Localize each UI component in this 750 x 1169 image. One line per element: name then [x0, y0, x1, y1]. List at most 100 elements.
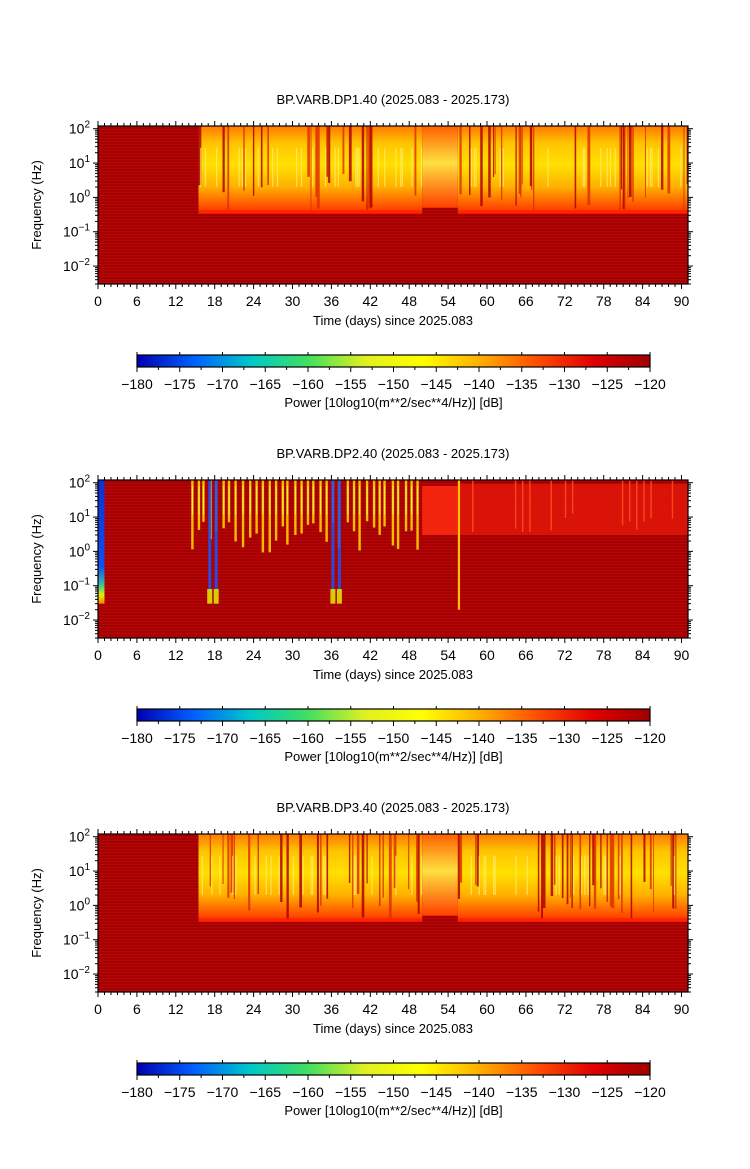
stripe	[395, 147, 397, 187]
y-tick-exponent: 0	[84, 188, 90, 199]
y-tick-base: 10	[63, 224, 79, 240]
stripe	[630, 834, 633, 920]
stripe	[227, 834, 230, 898]
heatmap-cells	[98, 480, 688, 610]
x-tick-label: 30	[285, 647, 301, 663]
x-tick-label: 48	[401, 1001, 417, 1017]
stripe	[493, 855, 495, 895]
heatmap-segment-band	[422, 486, 458, 536]
stripe	[371, 855, 373, 895]
stripe	[457, 480, 461, 610]
stripe	[671, 480, 674, 519]
y-tick-label: 10−2	[63, 965, 90, 982]
stripe	[629, 480, 631, 522]
low-power-spike	[208, 480, 212, 594]
y-tick-label: 102	[69, 120, 91, 137]
stripe	[397, 486, 399, 515]
colorbar: −180 −175 −170 −165 −160 −155 −150 −145 −140 −135…	[121, 352, 666, 410]
y-tick-label: 100	[69, 896, 91, 913]
y-tick-base: 10	[69, 829, 85, 845]
cutoff-edge	[198, 210, 423, 215]
x-tick-label: 0	[94, 293, 102, 309]
x-tick-label: 66	[518, 293, 534, 309]
stripe	[649, 147, 652, 187]
colorbar-tick-label: −145	[420, 1084, 452, 1100]
stripe	[355, 147, 357, 187]
colorbar-tick-label: −175	[164, 1084, 196, 1100]
colorbar-tick-label: −135	[506, 1084, 538, 1100]
stripe	[542, 834, 546, 908]
stripe	[518, 126, 522, 194]
stripe	[299, 834, 302, 908]
stripe	[252, 126, 255, 196]
stripe	[235, 486, 237, 515]
stripe	[420, 855, 423, 895]
stripe	[269, 486, 271, 515]
stripe	[334, 147, 336, 187]
stripe	[555, 855, 557, 895]
y-tick-exponent: −2	[79, 611, 91, 622]
y-axis-label: Frequency (Hz)	[29, 514, 44, 604]
colorbar: −180 −175 −170 −165 −160 −155 −150 −145 −140 −135…	[121, 706, 666, 764]
spectrogram-panel-3: BP.VARB.DP3.40 (2025.083 - 2025.173)0 6 12…	[29, 800, 693, 1118]
x-tick-label: 0	[94, 1001, 102, 1017]
x-tick-label: 48	[401, 293, 417, 309]
stripe	[672, 834, 675, 909]
x-tick-label: 78	[596, 647, 612, 663]
colorbar-tick-label: −135	[506, 730, 538, 746]
stripe	[493, 126, 495, 178]
y-tick-label: 101	[69, 154, 91, 171]
colorbar-tick-label: −130	[549, 376, 581, 392]
colorbar: −180 −175 −170 −165 −160 −155 −150 −145 −140 −135…	[121, 1060, 666, 1118]
stripe	[315, 126, 318, 198]
y-tick-exponent: 2	[84, 120, 90, 131]
low-power-spike	[207, 589, 213, 604]
chart-title: BP.VARB.DP1.40 (2025.083 - 2025.173)	[277, 92, 510, 107]
stripe	[667, 126, 671, 194]
stripe	[347, 486, 349, 515]
stripe	[416, 834, 418, 902]
colorbar-tick-label: −180	[121, 730, 153, 746]
stripe	[401, 147, 403, 187]
stripe	[600, 834, 602, 889]
stripe	[312, 147, 314, 187]
stripe	[310, 855, 312, 895]
colorbar-label: Power [10log10(m**2/sec**4/Hz)] [dB]	[284, 1103, 502, 1118]
stripe	[198, 126, 202, 186]
stripe	[292, 855, 295, 895]
colorbar-tick-label: −165	[249, 730, 281, 746]
stripe	[326, 834, 329, 899]
stripe	[475, 834, 477, 886]
stripe	[619, 855, 621, 895]
colorbar-tick-label: −135	[506, 376, 538, 392]
stripe	[254, 855, 256, 895]
x-tick-label: 24	[246, 1001, 262, 1017]
stripe	[286, 834, 289, 921]
stripe	[261, 480, 265, 553]
y-tick-base: 10	[69, 897, 85, 913]
heatmap-segment-low_power	[98, 480, 105, 604]
cutoff-edge	[198, 918, 423, 923]
stripe	[592, 834, 596, 886]
stripe	[587, 126, 591, 206]
colorbar-tick-label: −140	[463, 1084, 495, 1100]
y-tick-label: 10−2	[63, 611, 90, 628]
stripe	[348, 126, 352, 182]
stripe	[515, 855, 517, 895]
stripe	[232, 855, 234, 895]
stripe	[388, 834, 392, 921]
y-axis-label: Frequency (Hz)	[29, 160, 44, 250]
stripe	[629, 126, 632, 198]
stripe	[411, 855, 413, 895]
stripe	[622, 126, 625, 210]
stripe	[323, 855, 325, 895]
x-tick-label: 54	[440, 1001, 456, 1017]
stripe	[377, 147, 379, 187]
stripe	[192, 486, 193, 515]
colorbar-tick-label: −160	[292, 1084, 324, 1100]
x-tick-label: 72	[557, 647, 573, 663]
y-tick-label: 101	[69, 508, 91, 525]
colorbar-gradient	[136, 354, 651, 368]
stripe	[600, 147, 602, 187]
